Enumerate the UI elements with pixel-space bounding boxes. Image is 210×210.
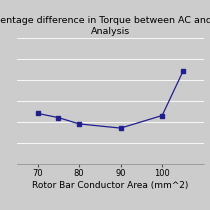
Title: Percentage difference in Torque between AC and Motio
Analysis: Percentage difference in Torque between … [0,16,210,36]
X-axis label: Rotor Bar Conductor Area (mm^2): Rotor Bar Conductor Area (mm^2) [32,181,188,190]
